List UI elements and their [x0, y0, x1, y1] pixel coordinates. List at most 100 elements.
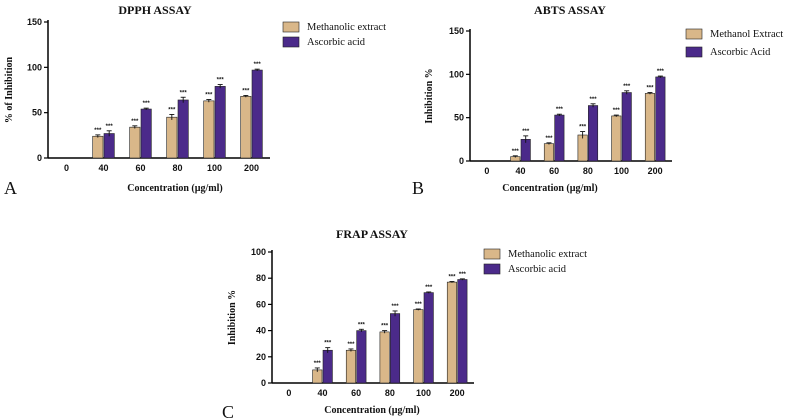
significance-label: *** — [94, 128, 102, 134]
x-tick-label: 60 — [351, 388, 361, 398]
significance-label: *** — [613, 108, 621, 114]
significance-label: *** — [459, 272, 467, 278]
y-tick-label: 40 — [256, 326, 266, 336]
x-tick-label: 100 — [416, 388, 431, 398]
chart-title: DPPH ASSAY — [118, 3, 192, 17]
significance-label: *** — [347, 342, 355, 348]
y-tick-label: 150 — [27, 17, 42, 27]
x-tick-label: 0 — [64, 163, 69, 173]
legend-swatch — [685, 28, 703, 40]
bar — [379, 331, 390, 384]
y-tick-label: 0 — [37, 153, 42, 163]
significance-label: *** — [545, 136, 553, 142]
significance-label: *** — [590, 97, 598, 103]
bar — [103, 133, 115, 159]
bar — [577, 134, 588, 162]
significance-label: *** — [392, 304, 400, 310]
bar — [554, 114, 565, 162]
chart-dpph-assay: DPPH ASSAY 0 50 100 150 0 40 *** *** 60 *** *** 80 **… — [4, 3, 386, 198]
bar — [543, 143, 554, 162]
significance-label: *** — [579, 125, 587, 131]
bar — [140, 108, 152, 159]
y-axis-label: Inhibition % — [424, 68, 435, 123]
bar — [203, 100, 215, 159]
legend-label: Ascorbic acid — [307, 37, 366, 48]
x-tick-label: 200 — [450, 388, 465, 398]
y-axis-label: % of Inhibition — [4, 56, 15, 123]
x-tick-label: 0 — [286, 388, 291, 398]
x-tick-label: 200 — [244, 163, 259, 173]
bar — [322, 349, 333, 384]
y-tick-label: 80 — [256, 273, 266, 283]
legend-swatch — [483, 248, 501, 260]
x-tick-label: 60 — [549, 166, 559, 176]
significance-label: *** — [254, 62, 262, 68]
panel-label: B — [412, 178, 424, 198]
y-tick-label: 20 — [256, 352, 266, 362]
chart-title: FRAP ASSAY — [336, 227, 408, 241]
significance-label: *** — [646, 86, 654, 92]
x-axis-label: Concentration (µg/ml) — [502, 183, 597, 194]
bar — [92, 135, 104, 159]
legend-swatch — [282, 21, 300, 33]
y-tick-label: 100 — [449, 69, 464, 79]
x-tick-label: 80 — [385, 388, 395, 398]
panel-label: A — [4, 178, 17, 198]
significance-label: *** — [180, 90, 188, 96]
y-axis-label: Inhibition % — [227, 290, 238, 345]
legend-label: Ascorbic Acid — [710, 47, 771, 58]
significance-label: *** — [556, 107, 564, 113]
significance-label: *** — [143, 101, 151, 107]
significance-label: *** — [522, 129, 530, 135]
significance-label: *** — [217, 78, 225, 84]
x-axis-label: Concentration (µg/ml) — [127, 183, 222, 194]
bar — [644, 93, 655, 162]
legend-label: Ascorbic acid — [508, 264, 567, 275]
bar — [214, 86, 226, 159]
x-tick-label: 40 — [317, 388, 327, 398]
significance-label: *** — [242, 88, 250, 94]
significance-label: *** — [168, 107, 176, 113]
bar — [240, 96, 252, 159]
y-tick-label: 150 — [449, 26, 464, 36]
significance-label: *** — [314, 361, 322, 367]
y-tick-label: 50 — [454, 113, 464, 123]
bar — [390, 313, 401, 384]
legend-swatch — [483, 263, 501, 275]
bar — [345, 349, 356, 384]
bar — [177, 99, 189, 159]
significance-label: *** — [623, 84, 631, 90]
bar — [129, 126, 141, 159]
bar — [413, 309, 424, 384]
significance-label: *** — [415, 302, 423, 308]
bar — [166, 116, 178, 159]
x-tick-label: 80 — [583, 166, 593, 176]
bar — [611, 115, 622, 162]
x-tick-label: 200 — [648, 166, 663, 176]
y-tick-label: 50 — [32, 108, 42, 118]
y-tick-label: 60 — [256, 299, 266, 309]
chart-title: ABTS ASSAY — [534, 3, 606, 17]
significance-label: *** — [512, 149, 520, 155]
x-tick-label: 100 — [207, 163, 222, 173]
x-tick-label: 40 — [515, 166, 525, 176]
panel-label: C — [222, 402, 234, 419]
significance-label: *** — [324, 341, 332, 347]
bar — [457, 279, 468, 384]
y-tick-label: 0 — [459, 156, 464, 166]
significance-label: *** — [381, 324, 389, 330]
legend-label: Methanolic extract — [508, 249, 587, 260]
significance-label: *** — [205, 93, 213, 99]
significance-label: *** — [425, 285, 433, 291]
x-tick-label: 100 — [614, 166, 629, 176]
significance-label: *** — [448, 274, 456, 280]
bar — [621, 92, 632, 162]
legend-swatch — [282, 36, 300, 48]
x-axis-label: Concentration (µg/ml) — [324, 405, 419, 416]
legend-label: Methanolic extract — [307, 22, 386, 33]
y-tick-label: 100 — [251, 247, 266, 257]
y-tick-label: 100 — [27, 62, 42, 72]
chart-abts-assay: ABTS ASSAY 0 50 100 150 0 40 *** *** 60 *** *** 80 **… — [412, 3, 783, 198]
